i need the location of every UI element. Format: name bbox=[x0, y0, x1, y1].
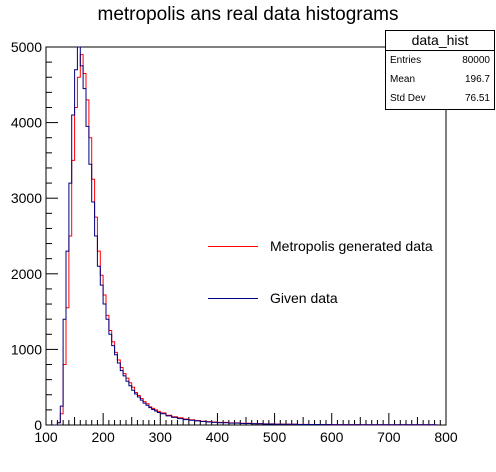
stats-label: Mean bbox=[390, 74, 416, 85]
y-tick-label: 3000 bbox=[11, 190, 42, 206]
stats-row-entries: Entries 80000 bbox=[386, 51, 494, 70]
stats-value: 196.7 bbox=[464, 74, 490, 85]
given-data-histogram bbox=[54, 46, 438, 426]
y-tick-label: 2000 bbox=[11, 266, 42, 282]
stats-value: 80000 bbox=[462, 55, 490, 66]
x-tick-label: 600 bbox=[320, 429, 344, 445]
x-tick-label: 300 bbox=[149, 429, 173, 445]
stats-label: Std Dev bbox=[390, 93, 426, 104]
y-tick-label: 5000 bbox=[11, 39, 42, 55]
x-tick-label: 700 bbox=[377, 429, 401, 445]
x-tick-label: 100 bbox=[34, 429, 58, 445]
x-tick-label: 200 bbox=[91, 429, 115, 445]
chart-title: metropolis ans real data histograms bbox=[97, 4, 399, 25]
legend: Metropolis generated data Given data bbox=[208, 232, 458, 312]
legend-line-red bbox=[208, 245, 258, 247]
legend-label: Given data bbox=[270, 290, 338, 306]
y-tick-label: 1000 bbox=[11, 341, 42, 357]
stats-label: Entries bbox=[390, 55, 422, 66]
stats-value: 76.51 bbox=[464, 93, 490, 104]
legend-label: Metropolis generated data bbox=[270, 238, 433, 254]
stats-box: data_hist Entries 80000 Mean 196.7 Std D… bbox=[385, 30, 495, 110]
x-tick-label: 800 bbox=[434, 429, 458, 445]
stats-row-stddev: Std Dev 76.51 bbox=[386, 89, 494, 108]
x-tick-label: 500 bbox=[263, 429, 287, 445]
stats-title: data_hist bbox=[386, 31, 494, 51]
legend-line-blue bbox=[208, 297, 258, 299]
y-tick-label: 4000 bbox=[11, 115, 42, 131]
x-tick-label: 400 bbox=[206, 429, 230, 445]
legend-item-metropolis: Metropolis generated data bbox=[208, 236, 433, 256]
y-tick-label: 0 bbox=[34, 417, 42, 433]
stats-row-mean: Mean 196.7 bbox=[386, 70, 494, 89]
legend-item-given: Given data bbox=[208, 288, 338, 308]
